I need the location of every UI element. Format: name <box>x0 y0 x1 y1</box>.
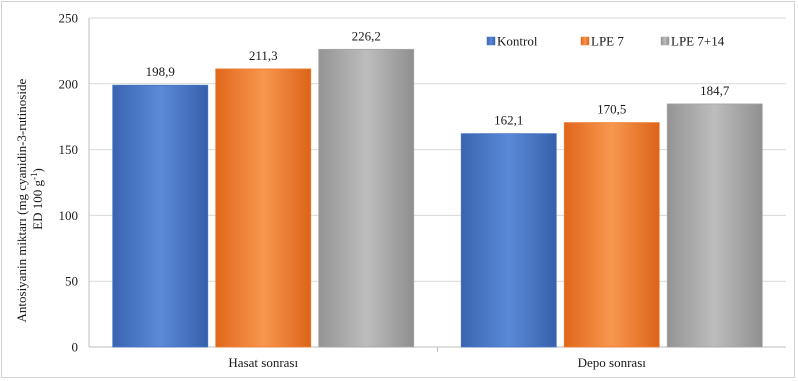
x-category-label: Depo sonrası <box>578 355 647 370</box>
legend-label: Kontrol <box>497 34 538 49</box>
legend-swatch-kontrol <box>486 36 496 46</box>
y-tick-label: 250 <box>59 11 79 26</box>
legend-label: LPE 7 <box>591 34 624 49</box>
y-tick-label: 50 <box>65 274 78 289</box>
y-tick-label: 200 <box>59 76 79 91</box>
y-axis-title-line2: ED 100 g-1) <box>29 168 45 230</box>
bar-kontrol <box>112 84 209 348</box>
data-label: 162,1 <box>494 113 523 128</box>
data-label: 184,7 <box>700 83 730 98</box>
bar-lpe-7 <box>215 68 312 348</box>
legend-swatch-lpe-7-14 <box>660 36 670 46</box>
y-axis-title-line1: Antosiyanin miktarı (mg cyanidin-3-rutin… <box>14 79 29 323</box>
axes: 0 50 100 150 200 250 Hasat sonrası Depo sonrası <box>59 11 786 370</box>
y-tick-label: 100 <box>59 208 79 223</box>
data-labels: 198,9 211,3 226,2 162,1 170,5 184,7 <box>146 28 730 127</box>
bar-kontrol <box>460 133 557 348</box>
legend-label: LPE 7+14 <box>671 34 725 49</box>
y-tick-label: 0 <box>72 340 79 355</box>
bar-lpe-7-14 <box>666 103 763 348</box>
bars <box>112 48 763 348</box>
y-tick-label: 150 <box>59 142 79 157</box>
bar-lpe-7-14 <box>318 48 415 348</box>
data-label: 226,2 <box>352 28 381 43</box>
legend-swatch-lpe-7 <box>580 36 590 46</box>
bar-lpe-7 <box>563 122 660 348</box>
x-category-label: Hasat sonrası <box>228 355 298 370</box>
data-label: 198,9 <box>146 64 175 79</box>
data-label: 170,5 <box>597 102 626 117</box>
legend: Kontrol LPE 7 LPE 7+14 <box>486 34 725 49</box>
y-axis-title: Antosiyanin miktarı (mg cyanidin-3-rutin… <box>14 76 45 323</box>
data-label: 211,3 <box>249 48 278 63</box>
